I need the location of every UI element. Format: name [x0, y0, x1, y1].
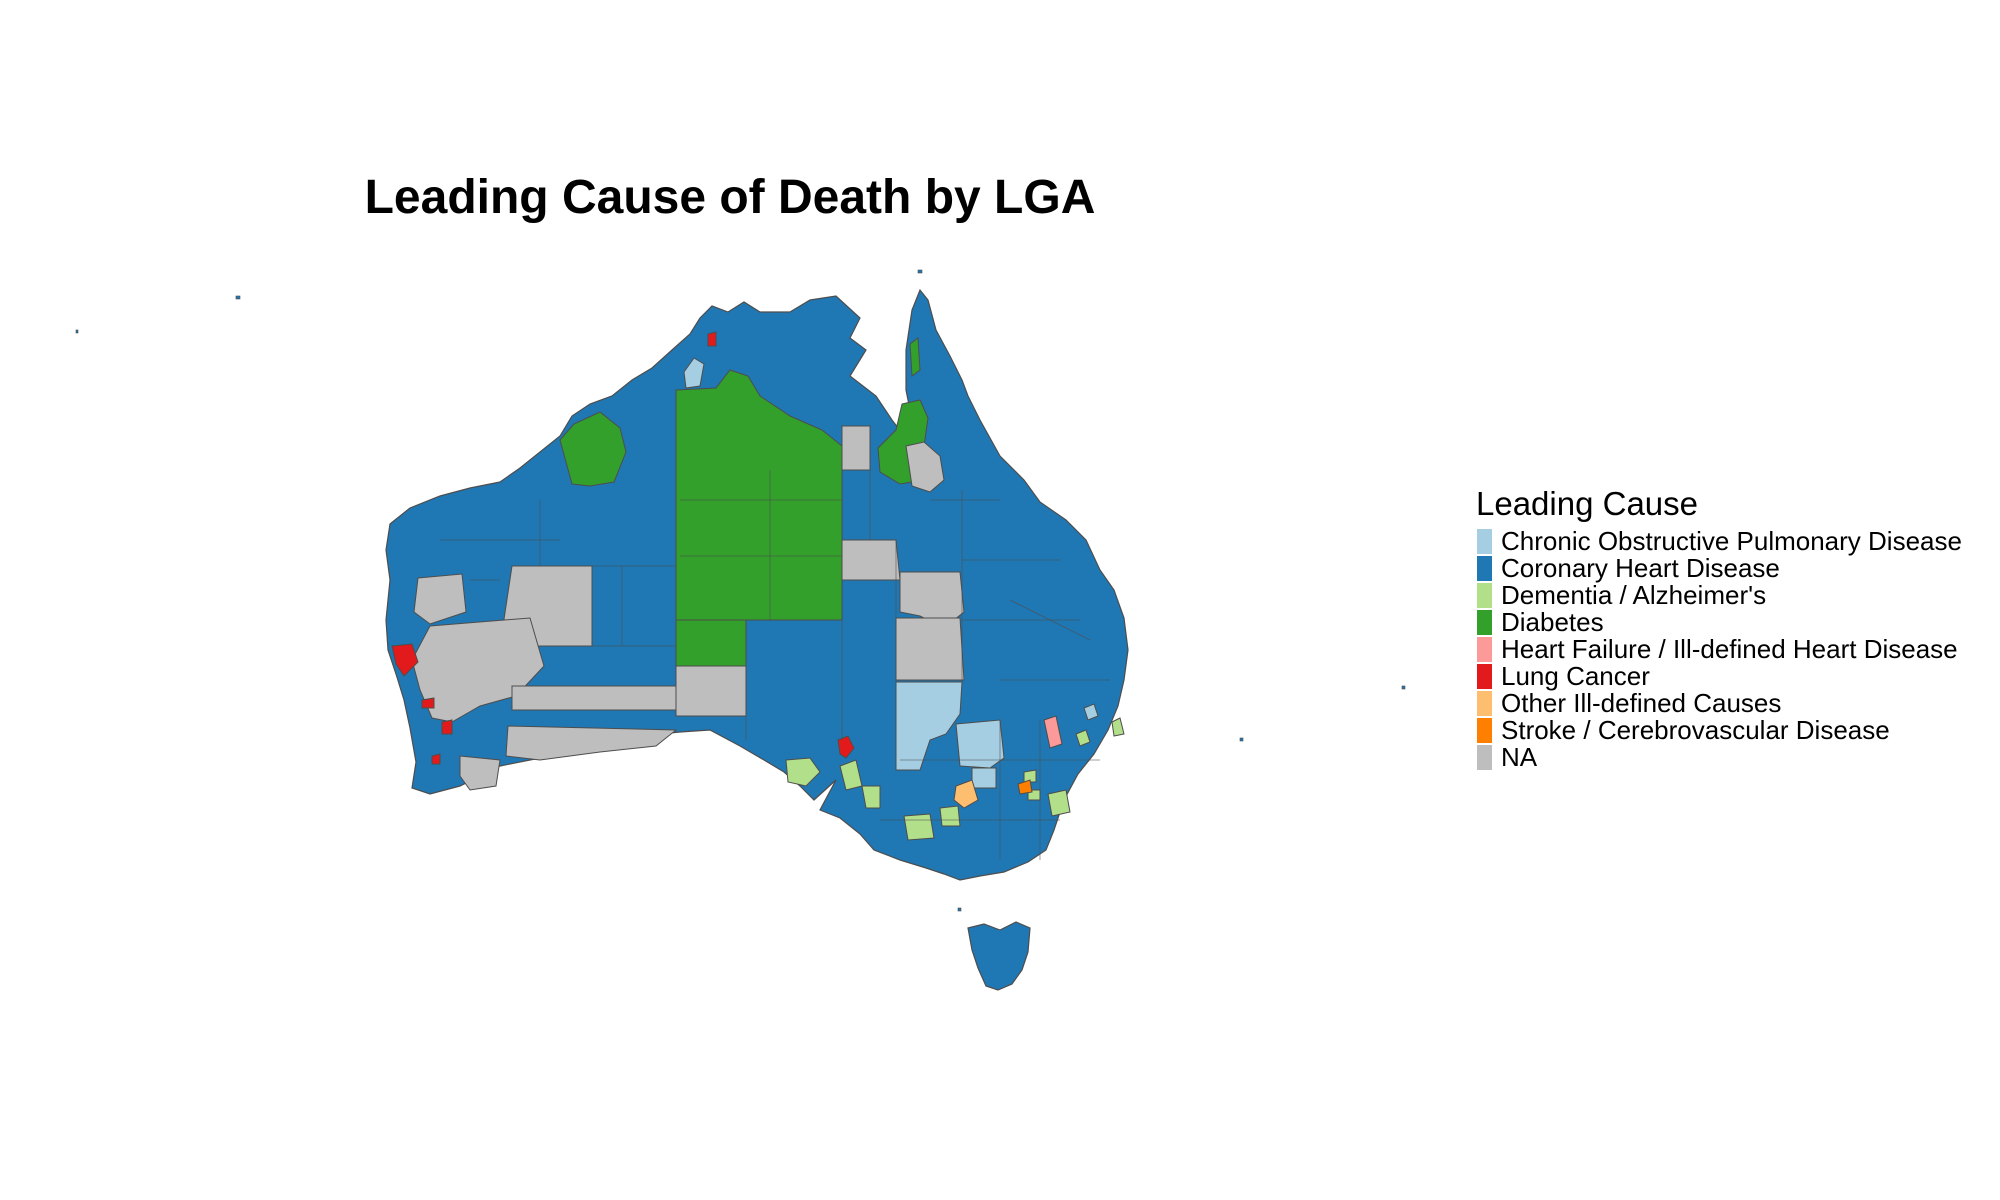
legend-item: Chronic Obstructive Pulmonary Disease: [1476, 528, 1996, 555]
cape-york-diabetes-north-region: [909, 337, 921, 377]
sa-lung-cancer-region: [837, 735, 855, 759]
wa-na-region-3: [411, 617, 545, 723]
wa-lung-cancer-region: [391, 643, 419, 677]
qld-copd-region-1: [895, 681, 963, 771]
qld-na-region-2: [905, 441, 945, 493]
legend-swatch: [1476, 582, 1493, 609]
legend-label: Stroke / Cerebrovascular Disease: [1501, 715, 1890, 745]
map-title: Leading Cause of Death by LGA: [364, 171, 1096, 224]
legend-swatch: [1476, 744, 1493, 771]
legend-items: Chronic Obstructive Pulmonary Disease Co…: [1476, 528, 1996, 771]
legend-item: Dementia / Alzheimer's: [1476, 582, 1996, 609]
legend-swatch: [1476, 555, 1493, 582]
legend-swatch: [1476, 663, 1493, 690]
legend-label: NA: [1501, 742, 1538, 772]
legend-item: Heart Failure / Ill-defined Heart Diseas…: [1476, 636, 1996, 663]
nsw-other-ill-defined-region: [953, 779, 979, 809]
legend-item: Lung Cancer: [1476, 663, 1996, 690]
legend-label: Lung Cancer: [1501, 661, 1650, 691]
legend-label: Other Ill-defined Causes: [1501, 688, 1782, 718]
lga-boundaries: [440, 470, 1110, 860]
wa-na-region-6: [459, 755, 501, 791]
legend-item: Coronary Heart Disease: [1476, 555, 1996, 582]
nsw-copd-region-2: [971, 767, 997, 789]
tasmania-region: [967, 921, 1031, 991]
nsw-copd-region-3: [1083, 703, 1099, 721]
nsw-dementia-region-2: [1047, 789, 1071, 817]
wa-na-region-4: [511, 685, 677, 711]
wa-lung-cancer-region-4: [431, 753, 441, 765]
sa-dementia-region-3: [861, 785, 881, 809]
legend-label: Chronic Obstructive Pulmonary Disease: [1501, 526, 1962, 556]
legend-label: Coronary Heart Disease: [1501, 553, 1780, 583]
wa-lung-cancer-region-2: [421, 697, 435, 709]
vic-dementia-region-2: [939, 805, 961, 827]
legend: Leading Cause Chronic Obstructive Pulmon…: [1476, 484, 1996, 771]
nsw-heart-failure-region: [1043, 715, 1063, 749]
nsw-dementia-region-3: [1075, 729, 1091, 747]
legend-label: Heart Failure / Ill-defined Heart Diseas…: [1501, 634, 1958, 664]
nt-lung-cancer-region: [707, 331, 717, 347]
legend-swatch: [1476, 609, 1493, 636]
legend-title: Leading Cause: [1476, 485, 1699, 522]
qld-na-region-5: [895, 617, 965, 681]
nt-diabetes-south-region: [675, 619, 747, 667]
nsw-dementia-region-1: [1023, 769, 1037, 783]
sa-dementia-region-1: [785, 757, 821, 787]
vic-dementia-region-1: [903, 813, 935, 841]
qld-na-region-1: [841, 425, 871, 471]
wa-lung-cancer-region-3: [441, 719, 453, 735]
outlying-islands: [75, 269, 1406, 912]
legend-label: Diabetes: [1501, 607, 1604, 637]
legend-swatch: [1476, 717, 1493, 744]
legend-item: Diabetes: [1476, 609, 1996, 636]
legend-item: Other Ill-defined Causes: [1476, 690, 1996, 717]
legend-swatch: [1476, 690, 1493, 717]
wa-na-region-2: [413, 573, 467, 625]
wa-na-region-5: [505, 725, 678, 761]
legend-swatch: [1476, 528, 1493, 555]
qld-na-region-3: [841, 539, 901, 581]
legend-swatch: [1476, 636, 1493, 663]
kimberley-diabetes-region: [559, 411, 627, 487]
sa-na-region: [675, 665, 747, 717]
legend-item: NA: [1476, 744, 1996, 771]
nsw-copd-region-1: [955, 719, 1005, 769]
top-end-copd-region: [683, 357, 705, 389]
legend-label: Dementia / Alzheimer's: [1501, 580, 1767, 610]
legend-item: Stroke / Cerebrovascular Disease: [1476, 717, 1996, 744]
nsw-stroke-region: [1017, 779, 1033, 795]
nsw-dementia-region-4: [1111, 717, 1125, 737]
